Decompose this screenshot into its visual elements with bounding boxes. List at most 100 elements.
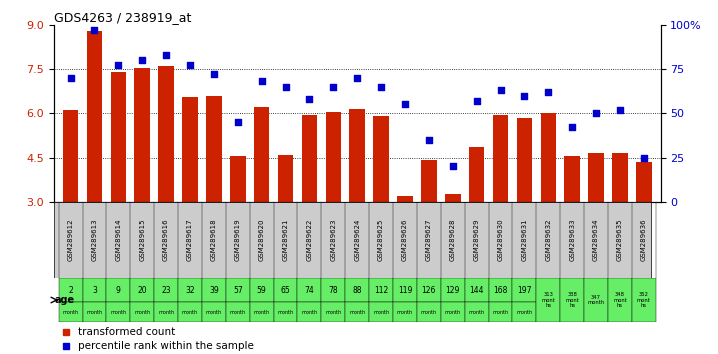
Text: GSM289620: GSM289620 bbox=[258, 218, 265, 261]
Bar bbox=[465, 278, 488, 302]
Bar bbox=[274, 302, 297, 322]
Bar bbox=[322, 302, 345, 322]
Point bbox=[113, 63, 124, 68]
Text: 197: 197 bbox=[517, 286, 531, 295]
Bar bbox=[297, 278, 322, 302]
Text: 348
mont
hs: 348 mont hs bbox=[613, 292, 627, 308]
Bar bbox=[206, 96, 222, 202]
Text: GSM289621: GSM289621 bbox=[283, 218, 289, 261]
Bar bbox=[513, 278, 536, 302]
Point bbox=[89, 27, 101, 33]
Point bbox=[136, 57, 148, 63]
Bar bbox=[393, 278, 417, 302]
Text: month: month bbox=[421, 310, 437, 315]
Text: month: month bbox=[111, 310, 126, 315]
Bar bbox=[441, 278, 465, 302]
Text: 57: 57 bbox=[233, 286, 243, 295]
Bar bbox=[584, 278, 608, 322]
Point bbox=[567, 125, 578, 130]
Bar bbox=[517, 118, 532, 202]
Bar bbox=[202, 278, 226, 302]
Point bbox=[65, 75, 76, 81]
Text: month: month bbox=[493, 310, 508, 315]
Text: GSM289616: GSM289616 bbox=[163, 218, 169, 261]
Text: 65: 65 bbox=[281, 286, 290, 295]
Bar bbox=[59, 278, 83, 302]
Text: 112: 112 bbox=[374, 286, 388, 295]
Point bbox=[471, 98, 482, 104]
Point bbox=[185, 63, 196, 68]
Text: GSM289612: GSM289612 bbox=[67, 218, 73, 261]
Point bbox=[352, 75, 363, 81]
Text: GSM289617: GSM289617 bbox=[187, 218, 193, 261]
Bar bbox=[493, 115, 508, 202]
Text: GSM289627: GSM289627 bbox=[426, 218, 432, 261]
Text: GSM289632: GSM289632 bbox=[545, 218, 551, 261]
Point bbox=[304, 96, 315, 102]
Text: month: month bbox=[182, 310, 198, 315]
Text: 39: 39 bbox=[209, 286, 219, 295]
Point bbox=[590, 110, 602, 116]
Text: 352
mont
hs: 352 mont hs bbox=[637, 292, 651, 308]
Bar bbox=[111, 72, 126, 202]
Bar bbox=[350, 109, 365, 202]
Text: 347
month: 347 month bbox=[587, 295, 605, 305]
Text: GSM289624: GSM289624 bbox=[354, 219, 360, 261]
Text: month: month bbox=[349, 310, 365, 315]
Text: GSM289623: GSM289623 bbox=[330, 218, 336, 261]
Text: GSM289618: GSM289618 bbox=[211, 218, 217, 261]
Text: 78: 78 bbox=[329, 286, 338, 295]
Text: 119: 119 bbox=[398, 286, 412, 295]
Bar bbox=[250, 278, 274, 302]
Bar bbox=[469, 147, 485, 202]
Bar bbox=[513, 302, 536, 322]
Point bbox=[256, 79, 267, 84]
Bar bbox=[421, 160, 437, 202]
Point bbox=[376, 84, 387, 90]
Bar bbox=[541, 113, 556, 202]
Text: month: month bbox=[302, 310, 317, 315]
Text: GDS4263 / 238919_at: GDS4263 / 238919_at bbox=[54, 11, 191, 24]
Bar bbox=[373, 116, 389, 202]
Point bbox=[280, 84, 292, 90]
Bar bbox=[345, 278, 369, 302]
Text: 129: 129 bbox=[446, 286, 460, 295]
Text: GSM289634: GSM289634 bbox=[593, 218, 599, 261]
Text: GSM289622: GSM289622 bbox=[307, 219, 312, 261]
Bar bbox=[302, 115, 317, 202]
Bar bbox=[632, 278, 656, 322]
Text: month: month bbox=[444, 310, 461, 315]
Bar bbox=[636, 162, 652, 202]
Text: GSM289629: GSM289629 bbox=[474, 218, 480, 261]
Bar bbox=[564, 156, 580, 202]
Text: GSM289633: GSM289633 bbox=[569, 218, 575, 261]
Bar bbox=[274, 278, 297, 302]
Text: GSM289630: GSM289630 bbox=[498, 218, 503, 261]
Bar bbox=[230, 156, 246, 202]
Bar bbox=[417, 302, 441, 322]
Text: month: month bbox=[373, 310, 389, 315]
Point bbox=[638, 155, 650, 160]
Text: month: month bbox=[230, 310, 246, 315]
Text: 144: 144 bbox=[470, 286, 484, 295]
Bar bbox=[159, 66, 174, 202]
Bar bbox=[106, 302, 130, 322]
Text: month: month bbox=[469, 310, 485, 315]
Point bbox=[160, 52, 172, 58]
Text: month: month bbox=[397, 310, 413, 315]
Bar bbox=[62, 110, 78, 202]
Text: month: month bbox=[206, 310, 222, 315]
Text: 126: 126 bbox=[421, 286, 436, 295]
Bar bbox=[250, 302, 274, 322]
Text: 32: 32 bbox=[185, 286, 195, 295]
Text: GSM289625: GSM289625 bbox=[378, 219, 384, 261]
Bar bbox=[278, 155, 294, 202]
Bar bbox=[130, 278, 154, 302]
Text: GSM289615: GSM289615 bbox=[139, 218, 145, 261]
Bar bbox=[465, 302, 488, 322]
Bar bbox=[588, 153, 604, 202]
Text: GSM289614: GSM289614 bbox=[116, 218, 121, 261]
Bar bbox=[254, 107, 269, 202]
Text: month: month bbox=[158, 310, 174, 315]
Text: 20: 20 bbox=[137, 286, 147, 295]
